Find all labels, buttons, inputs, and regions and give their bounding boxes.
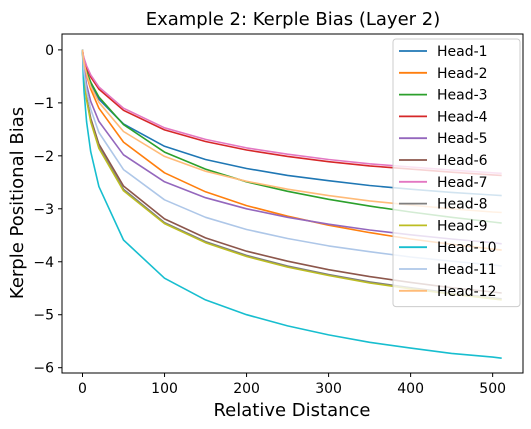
x-tick-label: 500 [479,381,506,397]
y-axis-label: Kerple Positional Bias [7,107,28,299]
legend-label-head-12: Head-12 [437,284,496,300]
y-axis-ticks: 0 −1 −2 −3 −4 −5 −6 [33,43,62,377]
y-tick-label: −4 [33,255,54,271]
legend-label-head-10: Head-10 [437,240,496,256]
legend-box [392,38,521,308]
legend-label-head-9: Head-9 [437,218,488,234]
legend-label-head-4: Head-4 [437,109,488,125]
x-tick-label: 400 [397,381,424,397]
x-tick-label: 300 [315,381,342,397]
y-tick-label: −3 [33,202,54,218]
x-axis-ticks: 0 100 200 300 400 500 [78,373,506,397]
x-tick-label: 100 [151,381,178,397]
y-tick-label: −1 [33,96,54,112]
x-tick-label: 0 [78,381,87,397]
x-tick-label: 200 [233,381,260,397]
y-tick-label: 0 [45,43,54,59]
y-tick-label: −6 [33,361,54,377]
series-line-head-10 [81,49,502,359]
x-axis-label: Relative Distance [213,400,370,421]
y-tick-label: −2 [33,149,54,165]
y-tick-label: −5 [33,308,54,324]
chart-title: Example 2: Kerple Bias (Layer 2) [146,9,441,30]
legend-label-head-3: Head-3 [437,88,488,104]
legend-label-head-1: Head-1 [437,44,488,60]
plot-area-frame [61,33,524,374]
legend-label-head-5: Head-5 [437,131,488,147]
legend-label-head-6: Head-6 [437,153,488,169]
legend: Head-1 Head-2 Head-3 Head-4 Head-5 Head-6 Head… [392,38,521,308]
legend-label-head-11: Head-11 [437,262,496,278]
legend-label-head-7: Head-7 [437,175,488,191]
legend-label-head-2: Head-2 [437,66,488,82]
legend-label-head-8: Head-8 [437,197,488,213]
